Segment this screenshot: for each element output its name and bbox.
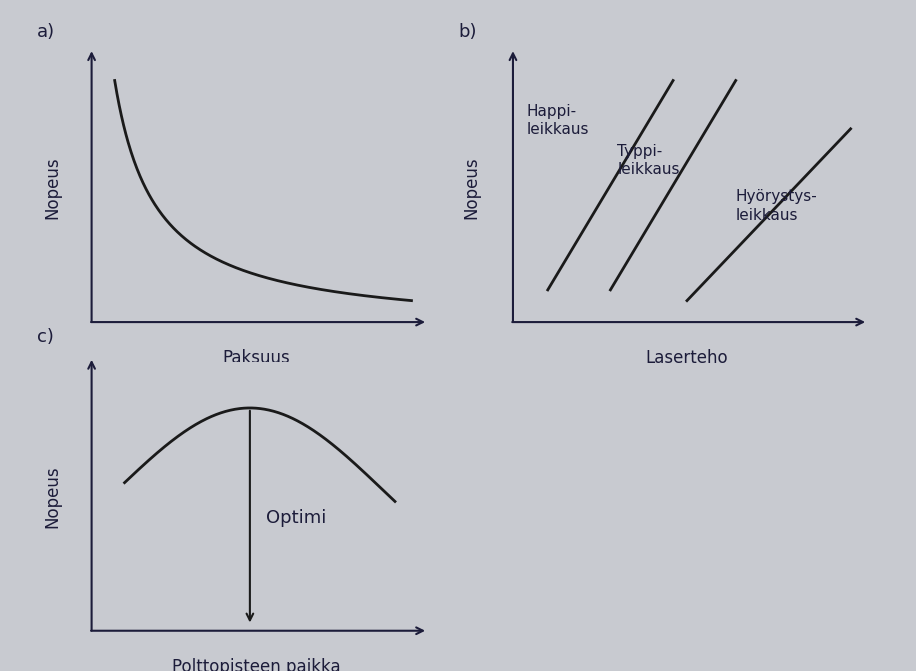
Text: Optimi: Optimi — [267, 509, 327, 527]
Text: Nopeus: Nopeus — [43, 465, 61, 528]
Text: Paksuus: Paksuus — [223, 349, 290, 367]
Text: a): a) — [37, 23, 55, 41]
Text: c): c) — [37, 328, 53, 346]
Text: Polttopisteen paikka: Polttopisteen paikka — [172, 658, 341, 671]
Text: Hyörystys-
leikkaus: Hyörystys- leikkaus — [736, 189, 817, 223]
Text: Nopeus: Nopeus — [43, 156, 61, 219]
Text: b): b) — [458, 23, 476, 41]
Text: Nopeus: Nopeus — [463, 156, 480, 219]
Text: Happi-
leikkaus: Happi- leikkaus — [527, 103, 589, 137]
Text: Typpi-
leikkaus: Typpi- leikkaus — [617, 144, 680, 177]
Text: Laserteho: Laserteho — [646, 349, 728, 367]
